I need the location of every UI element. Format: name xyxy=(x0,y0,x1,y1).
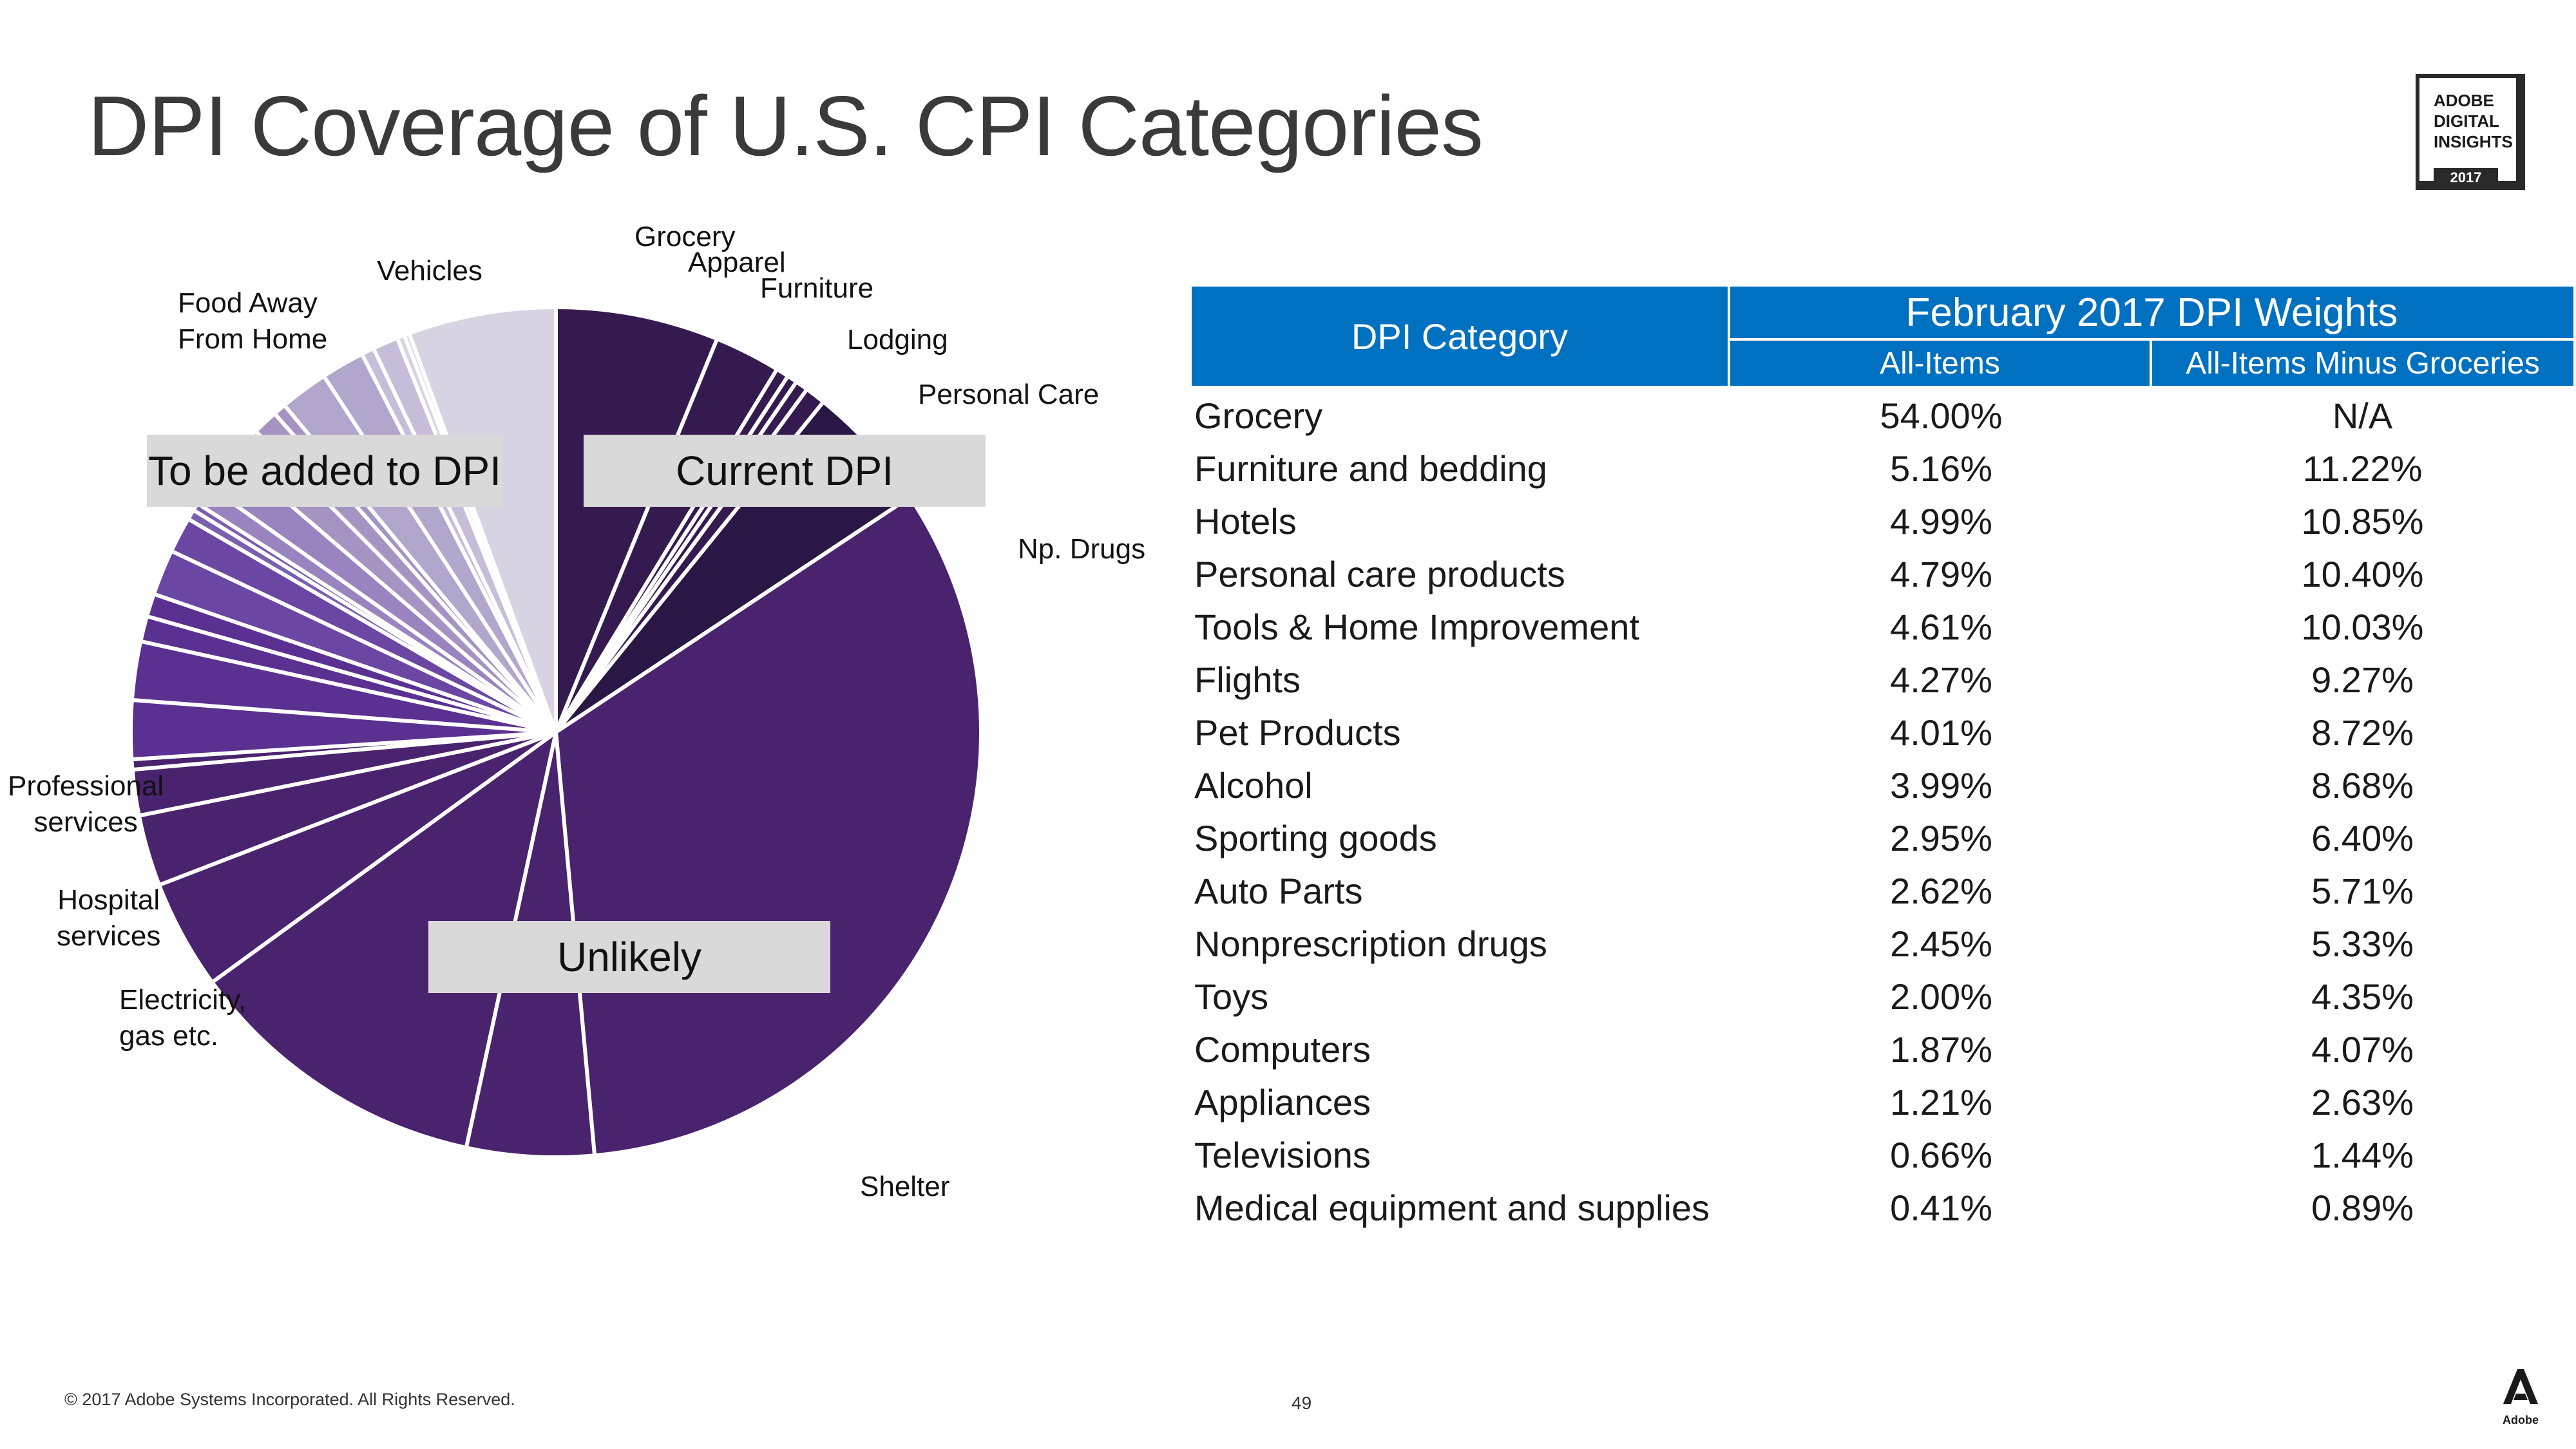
table-cell-minus-groceries: 11.22% xyxy=(2302,448,2423,489)
table-row: Sporting goods 2.95% 6.40% xyxy=(1192,812,2573,865)
slice-label-hospital: Hospital services xyxy=(57,884,161,952)
pie-slice-grocery xyxy=(554,305,720,734)
adobe-logo: Adobe xyxy=(2498,1364,2543,1427)
region-current-dpi: Current DPI xyxy=(584,435,986,507)
table-cell-minus-groceries: 9.27% xyxy=(2311,659,2414,700)
pie-slice-vehicles xyxy=(407,305,558,734)
table-cell-minus-groceries: 4.07% xyxy=(2311,1029,2414,1070)
table-cell-all-items: 4.27% xyxy=(1890,659,1992,700)
table-cell-all-items: 5.16% xyxy=(1890,448,1992,489)
table-cell-all-items: 54.00% xyxy=(1880,395,2003,436)
slice-label-np-drugs: Np. Drugs xyxy=(1018,533,1146,565)
table-cell-all-items: 2.95% xyxy=(1890,818,1992,858)
table-cell-minus-groceries: 8.68% xyxy=(2311,765,2414,806)
table-cell-category: Hotels xyxy=(1194,501,1297,542)
table-cell-category: Toys xyxy=(1194,976,1269,1017)
table-row: Hotels 4.99% 10.85% xyxy=(1192,495,2573,548)
table-cell-category: Appliances xyxy=(1194,1082,1371,1122)
badge-line-3: INSIGHTS xyxy=(2434,132,2513,151)
table-cell-minus-groceries: 1.44% xyxy=(2311,1135,2414,1175)
table-row: Computers 1.87% 4.07% xyxy=(1192,1023,2573,1076)
table-cell-minus-groceries: 4.35% xyxy=(2311,976,2414,1017)
table-cell-minus-groceries: 10.40% xyxy=(2301,554,2424,594)
table-header-minus-groceries: All-Items Minus Groceries xyxy=(2152,341,2573,386)
table-cell-minus-groceries: N/A xyxy=(2332,395,2393,436)
table-cell-all-items: 4.61% xyxy=(1890,607,1992,647)
table-body: Grocery 54.00% N/A Furniture and bedding 5.1… xyxy=(1192,390,2573,1235)
badge-year: 2017 xyxy=(2434,168,2498,187)
adobe-a-icon xyxy=(2498,1364,2543,1409)
table-cell-all-items: 0.66% xyxy=(1890,1135,1992,1175)
slice-label-vehicles: Vehicles xyxy=(377,255,482,287)
slice-label-apparel: Apparel xyxy=(688,247,786,278)
table-cell-category: Flights xyxy=(1194,659,1301,700)
slice-label-electricity: Electricity, gas etc. xyxy=(119,984,247,1052)
pie-slice-9 xyxy=(210,730,558,1150)
table-cell-minus-groceries: 10.85% xyxy=(2301,501,2424,542)
table-cell-all-items: 3.99% xyxy=(1890,765,1992,806)
table-cell-category: Furniture and bedding xyxy=(1194,448,1547,489)
table-cell-minus-groceries: 5.33% xyxy=(2311,923,2414,964)
table-cell-all-items: 4.99% xyxy=(1890,501,1992,542)
table-row: Medical equipment and supplies 0.41% 0.89% xyxy=(1192,1182,2573,1235)
table-row: Personal care products 4.79% 10.40% xyxy=(1192,548,2573,601)
table-row: Nonprescription drugs 2.45% 5.33% xyxy=(1192,918,2573,971)
table-cell-minus-groceries: 8.72% xyxy=(2311,712,2414,753)
table-cell-category: Personal care products xyxy=(1194,554,1565,594)
table-cell-all-items: 1.87% xyxy=(1890,1029,1992,1070)
slice-label-grocery: Grocery xyxy=(634,221,736,252)
slice-label-food-away: Food Away From Home xyxy=(178,287,328,355)
slice-label-shelter: Shelter xyxy=(860,1171,950,1202)
table-cell-minus-groceries: 2.63% xyxy=(2311,1082,2414,1122)
pie-slice-electricity-gas-etc xyxy=(157,730,558,985)
table-cell-minus-groceries: 0.89% xyxy=(2311,1188,2414,1228)
table-row: Grocery 54.00% N/A xyxy=(1192,390,2573,442)
table-cell-category: Computers xyxy=(1194,1029,1371,1070)
table-cell-category: Tools & Home Improvement xyxy=(1194,607,1639,647)
table-header-category: DPI Category xyxy=(1192,287,1728,386)
adobe-wordmark: Adobe xyxy=(2503,1414,2539,1426)
adobe-digital-insights-badge: ADOBE DIGITAL INSIGHTS 2017 xyxy=(2416,74,2525,190)
table-cell-category: Grocery xyxy=(1194,395,1323,436)
table-cell-category: Nonprescription drugs xyxy=(1194,923,1547,964)
table-row: Flights 4.27% 9.27% xyxy=(1192,654,2573,706)
badge-line-1: ADOBE xyxy=(2434,91,2494,110)
table-cell-category: Pet Products xyxy=(1194,712,1401,753)
table-row: Pet Products 4.01% 8.72% xyxy=(1192,706,2573,759)
table-cell-minus-groceries: 5.71% xyxy=(2311,871,2414,911)
table-cell-category: Medical equipment and supplies xyxy=(1194,1188,1710,1228)
table-row: Toys 2.00% 4.35% xyxy=(1192,971,2573,1023)
table-cell-minus-groceries: 10.03% xyxy=(2301,607,2424,647)
table-cell-category: Auto Parts xyxy=(1194,871,1363,911)
slice-label-personal-care: Personal Care xyxy=(918,379,1100,410)
table-row: Alcohol 3.99% 8.68% xyxy=(1192,759,2573,812)
page-number: 49 xyxy=(1292,1393,1312,1413)
slice-label-professional: Professional services xyxy=(8,770,164,838)
table-cell-category: Sporting goods xyxy=(1194,818,1437,858)
table-cell-category: Televisions xyxy=(1194,1135,1371,1175)
table-header-weights: February 2017 DPI Weights xyxy=(1730,287,2573,338)
badge-line-2: DIGITAL xyxy=(2434,111,2500,131)
table-cell-all-items: 2.45% xyxy=(1890,923,1992,964)
table-cell-all-items: 2.62% xyxy=(1890,871,1992,911)
table-cell-all-items: 1.21% xyxy=(1890,1082,1992,1122)
table-row: Tools & Home Improvement 4.61% 10.03% xyxy=(1192,601,2573,654)
table-row: Furniture and bedding 5.16% 11.22% xyxy=(1192,442,2573,495)
table-cell-all-items: 4.79% xyxy=(1890,554,1992,594)
region-to-be-added: To be added to DPI xyxy=(147,435,502,507)
table-cell-all-items: 4.01% xyxy=(1890,712,1992,753)
table-cell-all-items: 0.41% xyxy=(1890,1188,1992,1228)
page-title: DPI Coverage of U.S. CPI Categories xyxy=(88,79,1484,173)
region-unlikely: Unlikely xyxy=(428,921,830,993)
table-row: Televisions 0.66% 1.44% xyxy=(1192,1129,2573,1182)
table-cell-category: Alcohol xyxy=(1194,765,1313,806)
table-cell-all-items: 2.00% xyxy=(1890,976,1992,1017)
table-header-all-items: All-Items xyxy=(1730,341,2150,386)
slice-label-lodging: Lodging xyxy=(847,324,948,355)
copyright-footer: © 2017 Adobe Systems Incorporated. All R… xyxy=(64,1390,515,1409)
table-row: Auto Parts 2.62% 5.71% xyxy=(1192,865,2573,918)
slice-label-furniture: Furniture xyxy=(760,272,874,304)
table-cell-minus-groceries: 6.40% xyxy=(2311,818,2414,858)
table-row: Appliances 1.21% 2.63% xyxy=(1192,1076,2573,1129)
